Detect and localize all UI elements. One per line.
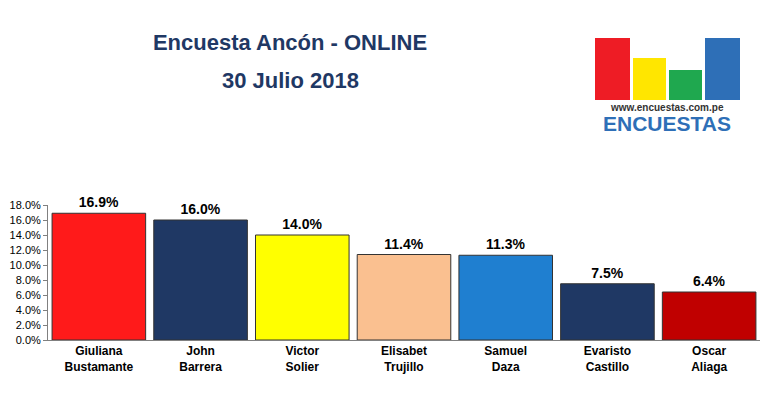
svg-text:12.0%: 12.0% xyxy=(10,244,41,256)
svg-text:GiulianaBustamante: GiulianaBustamante xyxy=(65,344,134,374)
svg-text:16.9%: 16.9% xyxy=(79,194,119,210)
svg-text:11.4%: 11.4% xyxy=(384,236,423,252)
svg-text:ElisabetTrujillo: ElisabetTrujillo xyxy=(381,344,427,374)
svg-text:JohnBarrera: JohnBarrera xyxy=(179,344,222,374)
svg-text:11.3%: 11.3% xyxy=(486,236,525,252)
svg-text:0.0%: 0.0% xyxy=(16,334,41,346)
svg-text:7.5%: 7.5% xyxy=(591,265,623,281)
svg-text:EvaristoCastillo: EvaristoCastillo xyxy=(584,344,631,374)
svg-text:Encuesta Ancón - ONLINE: Encuesta Ancón - ONLINE xyxy=(153,30,427,55)
svg-text:4.0%: 4.0% xyxy=(16,304,41,316)
svg-text:OscarAliaga: OscarAliaga xyxy=(691,344,727,374)
svg-text:ENCUESTAS: ENCUESTAS xyxy=(603,112,731,135)
svg-text:18.0%: 18.0% xyxy=(10,199,41,211)
svg-text:www.encuestas.com.pe: www.encuestas.com.pe xyxy=(610,102,724,113)
svg-text:14.0%: 14.0% xyxy=(282,216,322,232)
svg-text:8.0%: 8.0% xyxy=(16,274,41,286)
svg-text:10.0%: 10.0% xyxy=(10,259,41,271)
svg-text:2.0%: 2.0% xyxy=(16,319,41,331)
svg-text:16.0%: 16.0% xyxy=(10,214,41,226)
svg-text:6.0%: 6.0% xyxy=(16,289,41,301)
svg-text:SamuelDaza: SamuelDaza xyxy=(484,344,527,374)
svg-text:16.0%: 16.0% xyxy=(180,201,220,217)
svg-text:6.4%: 6.4% xyxy=(693,273,725,289)
svg-text:14.0%: 14.0% xyxy=(10,229,41,241)
svg-text:30 Julio 2018: 30 Julio 2018 xyxy=(222,68,359,93)
svg-text:VictorSolier: VictorSolier xyxy=(285,344,319,374)
